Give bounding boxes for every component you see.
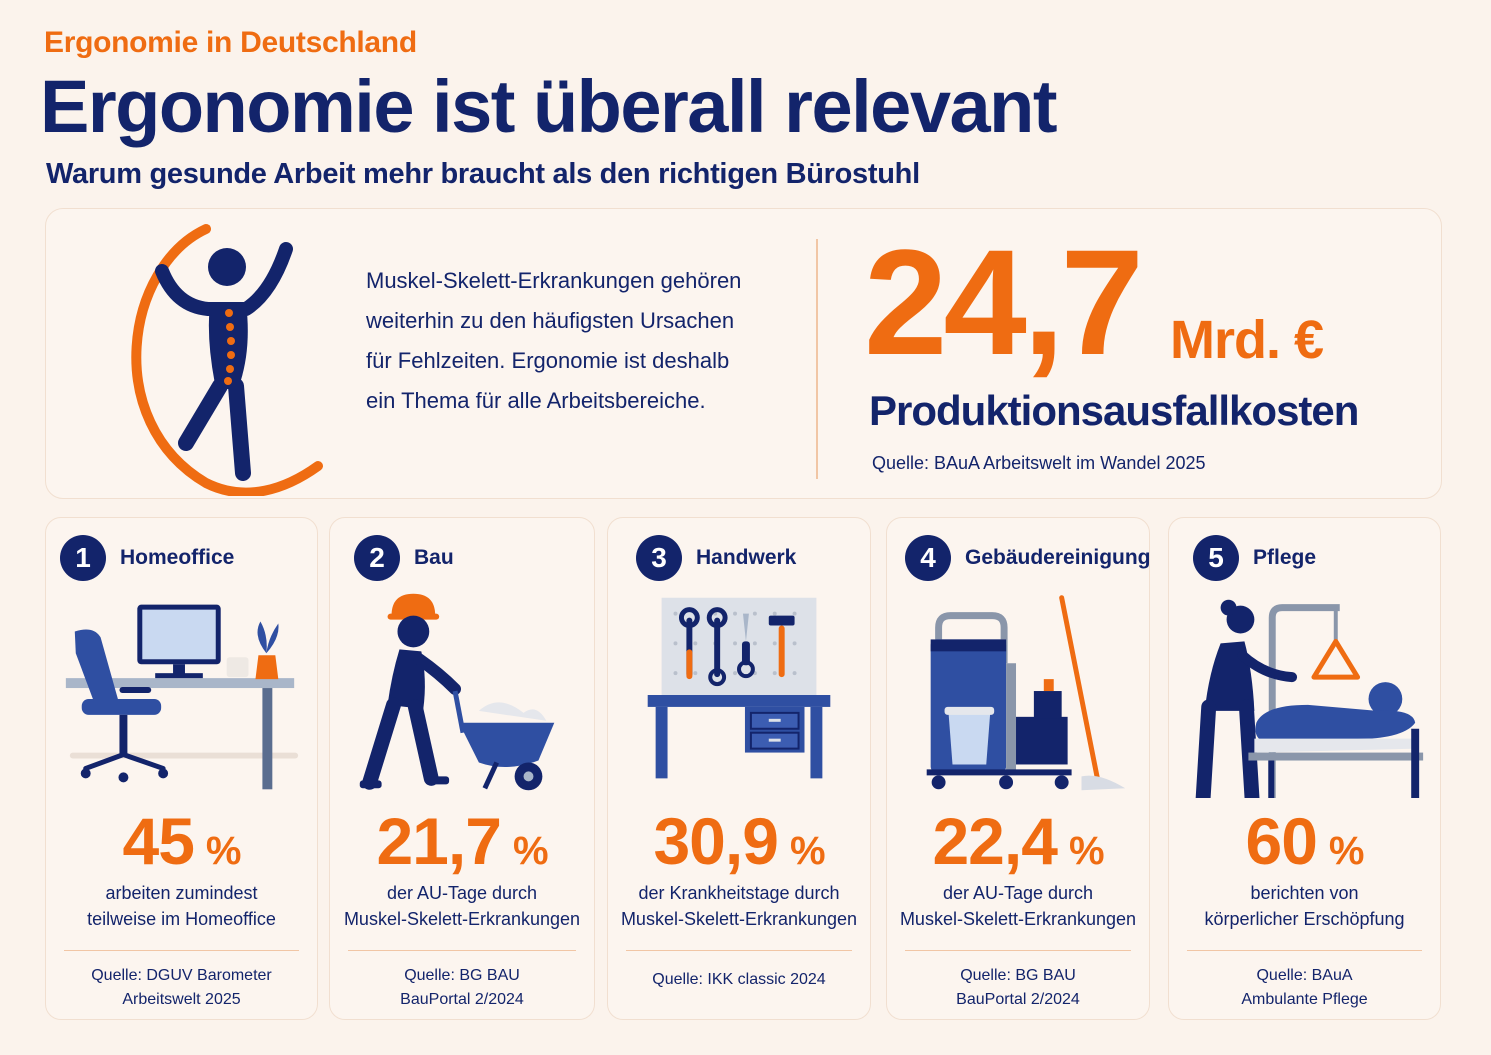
page-title: Ergonomie ist überall relevant <box>40 65 1057 148</box>
hero-description: Muskel-Skelett-Erkrankungen gehören weit… <box>366 261 796 421</box>
card-source-line: Quelle: BAuA <box>1256 967 1353 984</box>
card-source-line: BauPortal 2/2024 <box>956 991 1080 1008</box>
workbench-tools-icon <box>647 597 831 779</box>
card-value-number: 60 <box>1245 804 1318 878</box>
card-gebaeudereinigung: 4 Gebäudereinigung 22,4% der AU-Tage dur… <box>886 517 1151 1020</box>
kicker: Ergonomie in Deutschland <box>44 26 417 59</box>
card-value-number: 30,9 <box>653 804 778 878</box>
card-source-line: Quelle: BG BAU <box>960 967 1076 984</box>
card-description: arbeiten zumindest teilweise im Homeoffi… <box>46 880 317 932</box>
card-description-line: der AU-Tage durch <box>386 883 538 903</box>
card-divider <box>1187 950 1422 951</box>
card-value-number: 45 <box>122 804 195 878</box>
card-value: 22,4% <box>887 808 1149 874</box>
card-value-number: 21,7 <box>376 804 501 878</box>
card-value-number: 22,4 <box>932 804 1057 878</box>
card-value-unit: % <box>1068 829 1105 873</box>
card-source: Quelle: DGUV Barometer Arbeitswelt 2025 <box>46 964 317 1012</box>
card-bau: 2 Bau 21,7% der AU-Tage durch Muskel-Ske… <box>329 517 595 1020</box>
card-description-line: der AU-Tage durch <box>942 883 1094 903</box>
card-value-unit: % <box>789 829 826 873</box>
card-value: 21,7% <box>330 808 594 874</box>
home-office-desk-icon <box>65 604 299 790</box>
hero-value: 24,7 <box>864 218 1144 386</box>
hero-text-line: Muskel-Skelett-Erkrankungen gehören <box>366 268 742 293</box>
card-number-badge: 3 <box>636 535 682 581</box>
card-description-line: arbeiten zumindest <box>105 883 258 903</box>
card-number-badge: 5 <box>1193 535 1239 581</box>
card-value: 45% <box>46 808 317 874</box>
card-description-line: Muskel-Skelett-Erkrankungen <box>620 909 858 929</box>
card-divider <box>905 950 1131 951</box>
card-number-badge: 4 <box>905 535 951 581</box>
card-description: der AU-Tage durch Muskel-Skelett-Erkrank… <box>887 880 1149 932</box>
card-source: Quelle: BAuA Ambulante Pflege <box>1169 964 1440 1012</box>
card-description-line: berichten von <box>1250 883 1359 903</box>
card-description: der Krankheitstage durch Muskel-Skelett-… <box>608 880 870 932</box>
card-description-line: körperlicher Erschöpfung <box>1204 909 1405 929</box>
card-divider <box>348 950 576 951</box>
hero-divider <box>816 239 818 479</box>
card-title: Handwerk <box>696 546 797 569</box>
page-subtitle: Warum gesunde Arbeit mehr braucht als de… <box>46 158 920 190</box>
card-title: Pflege <box>1253 546 1317 569</box>
card-value-unit: % <box>512 829 549 873</box>
card-source-line: Ambulante Pflege <box>1241 991 1368 1008</box>
card-source: Quelle: IKK classic 2024 <box>608 968 870 992</box>
hero-unit: Mrd. € <box>1170 310 1324 370</box>
card-divider <box>64 950 299 951</box>
hero-label: Produktionsausfallkosten <box>869 387 1359 434</box>
card-description-line: Muskel-Skelett-Erkrankungen <box>899 909 1137 929</box>
card-source-line: Quelle: BG BAU <box>404 967 520 984</box>
care-bed-icon <box>1195 599 1424 798</box>
person-spine-icon <box>131 224 323 496</box>
card-title: Homeoffice <box>120 546 235 569</box>
hero-text-line: weiterhin zu den häufigsten Ursachen <box>366 308 735 333</box>
hero-panel: Muskel-Skelett-Erkrankungen gehören weit… <box>45 208 1442 499</box>
card-title: Bau <box>414 546 454 569</box>
card-value-unit: % <box>205 829 242 873</box>
construction-worker-icon <box>359 593 555 791</box>
card-value: 60% <box>1169 808 1440 874</box>
card-source: Quelle: BG BAU BauPortal 2/2024 <box>330 964 594 1012</box>
hero-text-line: für Fehlzeiten. Ergonomie ist deshalb <box>366 348 730 373</box>
card-source-line: Quelle: DGUV Barometer <box>91 967 272 984</box>
card-source-line: Arbeitswelt 2025 <box>122 991 241 1008</box>
card-source: Quelle: BG BAU BauPortal 2/2024 <box>887 964 1149 1012</box>
card-number-badge: 2 <box>354 535 400 581</box>
hero-text-line: ein Thema für alle Arbeitsbereiche. <box>366 388 706 413</box>
hero-source: Quelle: BAuA Arbeitswelt im Wandel 2025 <box>872 453 1206 473</box>
card-description-line: der Krankheitstage durch <box>638 883 840 903</box>
card-source-line: BauPortal 2/2024 <box>400 991 524 1008</box>
card-description-line: teilweise im Homeoffice <box>87 909 276 929</box>
card-description-line: Muskel-Skelett-Erkrankungen <box>343 909 581 929</box>
card-description: berichten von körperlicher Erschöpfung <box>1169 880 1440 932</box>
card-source-line: Quelle: IKK classic 2024 <box>652 971 826 988</box>
card-value: 30,9% <box>608 808 870 874</box>
card-divider <box>626 950 852 951</box>
card-value-unit: % <box>1328 829 1365 873</box>
cleaning-cart-icon <box>926 595 1126 791</box>
card-title: Gebäudereinigung <box>965 546 1151 569</box>
card-number-badge: 1 <box>60 535 106 581</box>
card-handwerk: 3 Handwerk 30,9% der Krankheitstage durc… <box>607 517 871 1020</box>
card-homeoffice: 1 Homeoffice 45% arbeiten zumindest teil… <box>45 517 318 1020</box>
card-description: der AU-Tage durch Muskel-Skelett-Erkrank… <box>330 880 594 932</box>
card-pflege: 5 Pflege 60% berichten von körperlicher … <box>1168 517 1441 1020</box>
